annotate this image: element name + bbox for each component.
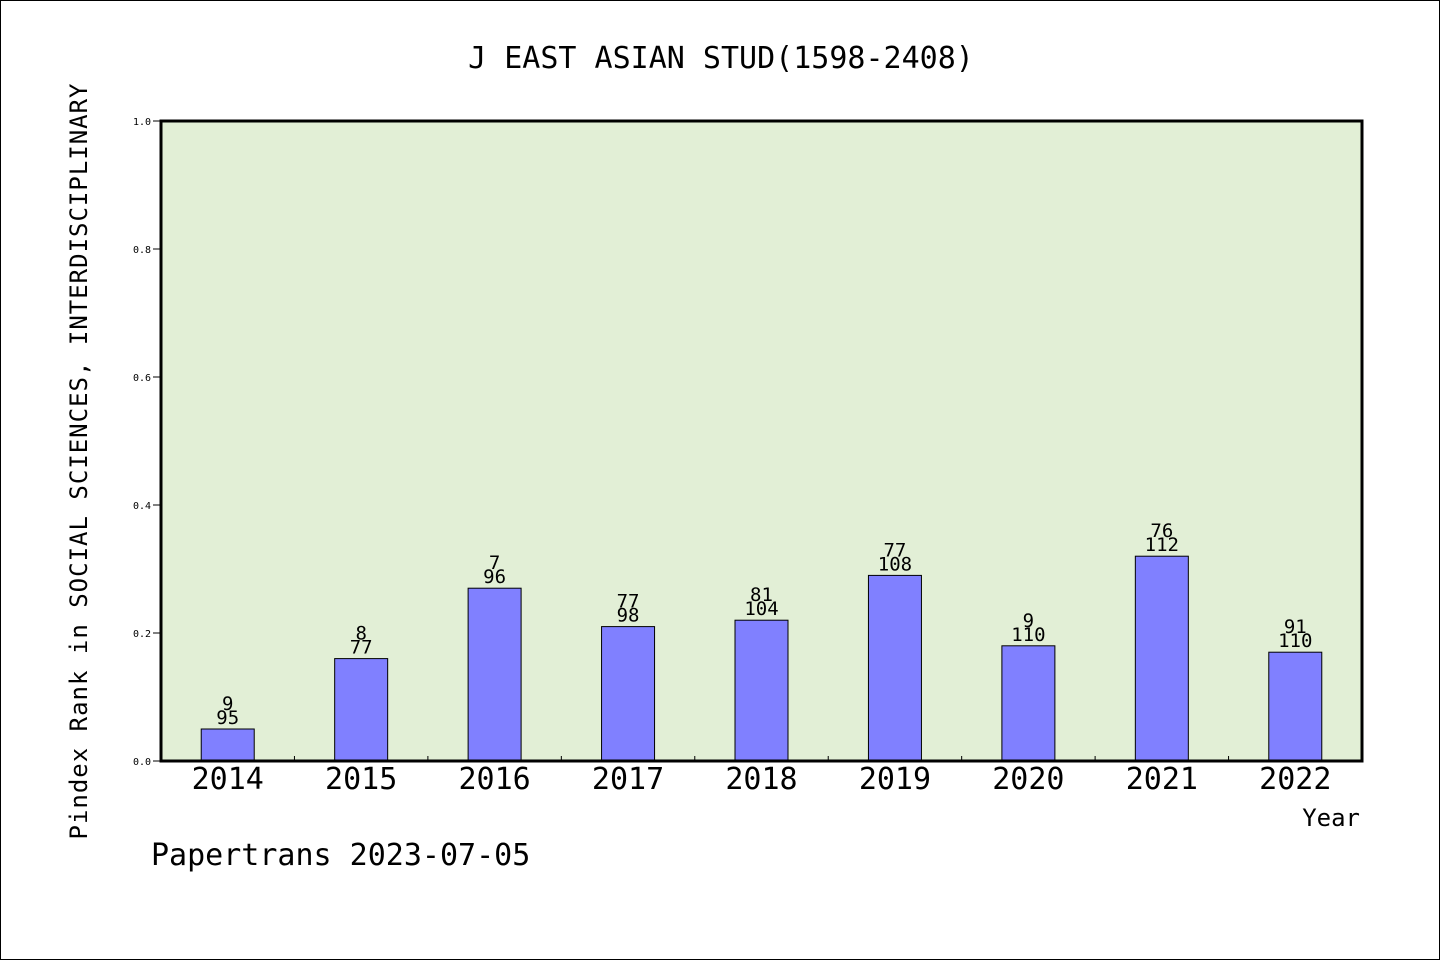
data-label-total: 96	[483, 566, 506, 588]
footer-credit: Papertrans 2023-07-05	[151, 838, 530, 873]
data-label-total: 112	[1145, 534, 1179, 556]
bar-2019	[867, 574, 922, 762]
data-label-total: 98	[617, 605, 640, 627]
bar-2022	[1268, 651, 1323, 762]
y-tick-label: 0.8	[133, 245, 151, 256]
data-label-rank: 81	[750, 584, 773, 606]
y-tick-label: 0.4	[133, 501, 151, 512]
x-axis: 2014 2015 2016 2017 2018 2019 2020 2021 2022	[192, 756, 1331, 797]
x-tick-label: 2014	[192, 762, 264, 797]
bar-2014	[200, 728, 255, 762]
bar-2016	[467, 587, 522, 762]
data-label-rank: 77	[617, 591, 640, 613]
x-tick-label: 2015	[325, 762, 397, 797]
x-tick-label: 2019	[859, 762, 931, 797]
y-tick-label: 1.0	[133, 117, 151, 128]
data-label-rank: 76	[1150, 520, 1173, 542]
y-tick-label: 0.6	[133, 373, 151, 384]
y-tick-label: 0.2	[133, 629, 151, 640]
data-label-rank: 77	[883, 539, 906, 561]
bar-2017	[601, 626, 656, 762]
y-axis: 0.0 0.2 0.4 0.6 0.8 1.0	[133, 117, 161, 768]
y-tick-label: 0.0	[133, 757, 151, 768]
data-label-total: 110	[1011, 624, 1045, 646]
x-tick-label: 2016	[458, 762, 530, 797]
bar-2018	[734, 619, 789, 762]
data-label-rank: 9	[1023, 610, 1034, 632]
data-label-rank: 8	[355, 623, 366, 645]
y-axis-label: Pindex Rank in SOCIAL SCIENCES, INTERDIS…	[65, 82, 93, 839]
plot-frame	[159, 119, 1364, 763]
chart-title: J EAST ASIAN STUD(1598-2408)	[468, 41, 974, 76]
x-tick-label: 2017	[592, 762, 664, 797]
x-tick-label: 2018	[725, 762, 797, 797]
data-label-total: 95	[216, 707, 239, 729]
data-label-total: 104	[744, 598, 778, 620]
bar-2021	[1134, 555, 1189, 762]
bar-2020	[1001, 645, 1056, 762]
data-label-total: 110	[1278, 630, 1312, 652]
data-label-rank: 7	[489, 552, 500, 574]
bar-2015	[334, 658, 389, 762]
data-label-total: 77	[350, 637, 373, 659]
x-tick-label: 2021	[1126, 762, 1198, 797]
data-label-total: 108	[878, 553, 912, 575]
x-axis-label: Year	[1302, 804, 1360, 832]
x-tick-label: 2020	[992, 762, 1064, 797]
data-label-rank: 91	[1284, 616, 1307, 638]
data-label-rank: 9	[222, 693, 233, 715]
x-tick-label: 2022	[1259, 762, 1331, 797]
